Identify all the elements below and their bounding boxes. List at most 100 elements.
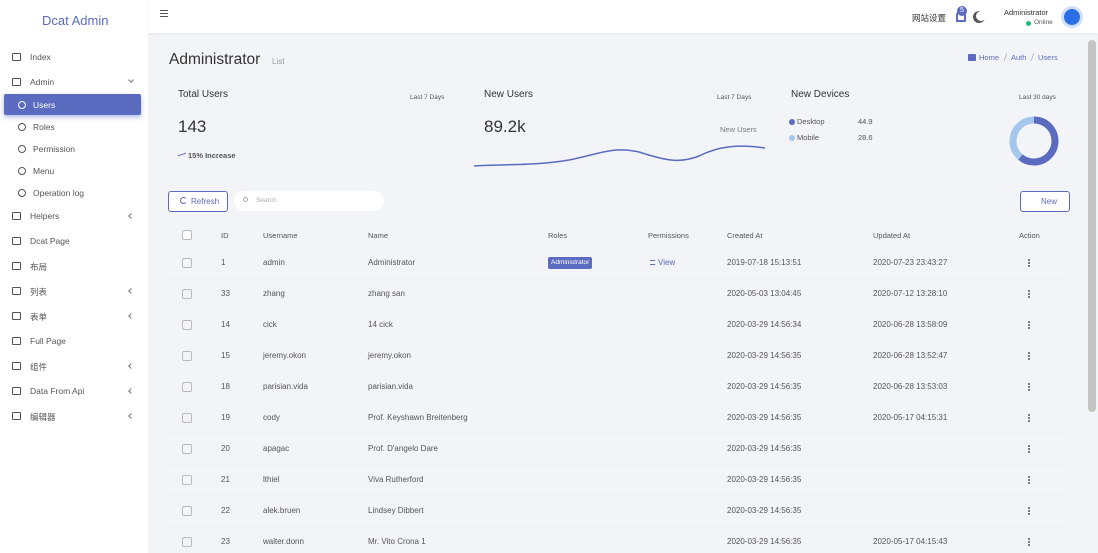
- row-checkbox[interactable]: [182, 351, 192, 361]
- dot: [1028, 355, 1030, 357]
- dot: [1028, 265, 1030, 267]
- search-box[interactable]: [234, 191, 384, 211]
- menu-icon: [12, 312, 21, 320]
- column-header: Username: [263, 231, 298, 240]
- dot: [1028, 507, 1030, 509]
- page-title: Administrator: [169, 51, 261, 68]
- action-menu[interactable]: [1028, 476, 1030, 484]
- card-filter[interactable]: Last 30 days: [1014, 90, 1061, 106]
- cell: alek.bruen: [263, 506, 301, 515]
- cell: 33: [221, 289, 230, 298]
- status-dot: [1026, 21, 1031, 26]
- breadcrumb[interactable]: Home: [979, 53, 1000, 62]
- dot: [1028, 479, 1030, 481]
- menu-icon: [12, 337, 21, 345]
- moon[interactable]: [976, 11, 986, 21]
- menu-item[interactable]: Full Page: [30, 336, 66, 346]
- breadcrumb-sep: [1003, 53, 1008, 61]
- action-menu[interactable]: [1028, 321, 1030, 329]
- menu-item[interactable]: Index: [30, 52, 51, 62]
- cell: apagac: [263, 444, 290, 453]
- menu-toggle[interactable]: [160, 10, 168, 17]
- header-checkbox[interactable]: [182, 230, 192, 240]
- row-checkbox[interactable]: [182, 475, 192, 485]
- row-checkbox[interactable]: [182, 289, 192, 299]
- column-header[interactable]: ID: [221, 231, 229, 240]
- dot: [1028, 352, 1030, 354]
- card-filter[interactable]: Last 7 Days: [405, 90, 450, 106]
- dot: [1028, 321, 1030, 323]
- cell: 19: [221, 413, 230, 422]
- breadcrumb[interactable]: Auth: [1011, 53, 1027, 62]
- menu-item[interactable]: Data From Api: [30, 386, 85, 396]
- settings-link[interactable]: 网站设置: [912, 13, 947, 23]
- menu-item[interactable]: Permission: [33, 144, 76, 154]
- menu-item[interactable]: Helpers: [30, 211, 60, 221]
- row-divider: [168, 371, 1065, 372]
- menu-icon: [12, 362, 21, 370]
- menu-icon: [12, 387, 21, 395]
- menu-item[interactable]: Dcat Page: [30, 236, 70, 246]
- scrollbar[interactable]: [1088, 40, 1096, 412]
- menu-item[interactable]: 编辑器: [30, 412, 56, 422]
- menu-item[interactable]: Menu: [33, 166, 55, 176]
- action-menu[interactable]: [1028, 259, 1030, 267]
- menu-item[interactable]: Roles: [33, 122, 55, 132]
- legend-dot: [789, 119, 795, 125]
- badge: 5: [957, 6, 967, 16]
- action-menu[interactable]: [1028, 352, 1030, 360]
- column-header[interactable]: Updated At: [873, 231, 911, 240]
- breadcrumb[interactable]: Users: [1038, 53, 1058, 62]
- row-divider: [168, 309, 1065, 310]
- menu-icon: [12, 287, 21, 295]
- row-checkbox[interactable]: [182, 444, 192, 454]
- cell: zhang: [263, 289, 285, 298]
- row-checkbox[interactable]: [182, 382, 192, 392]
- menu-item[interactable]: 表单: [30, 312, 48, 322]
- search-icon: [243, 197, 248, 202]
- menu-item[interactable]: Operation log: [33, 188, 85, 198]
- dot: [1028, 414, 1030, 416]
- row-checkbox[interactable]: [182, 320, 192, 330]
- card-title: Total Users: [178, 89, 229, 100]
- user-name[interactable]: Administrator: [1004, 8, 1049, 17]
- menu-item[interactable]: 布局: [30, 262, 48, 272]
- cell: 23: [221, 537, 230, 546]
- card-filter[interactable]: Last 7 Days: [712, 90, 757, 106]
- menu-icon: [12, 78, 21, 86]
- new-button[interactable]: New: [1020, 191, 1070, 212]
- menu-item[interactable]: 组件: [30, 362, 48, 372]
- action-menu[interactable]: [1028, 383, 1030, 391]
- legend-label: Mobile: [797, 133, 820, 142]
- legend-value: 44.9: [858, 117, 873, 126]
- menu-item[interactable]: Users: [33, 100, 56, 110]
- dot: [1028, 538, 1030, 540]
- dot: [1028, 324, 1030, 326]
- menu-item[interactable]: 列表: [30, 287, 48, 297]
- action-menu[interactable]: [1028, 290, 1030, 298]
- action-menu[interactable]: [1028, 445, 1030, 453]
- cell: 2020-06-28 13:52:47: [873, 351, 948, 360]
- action-menu[interactable]: [1028, 538, 1030, 546]
- action-menu[interactable]: [1028, 507, 1030, 515]
- legend-label: Desktop: [797, 117, 825, 126]
- cell: 2020-06-28 13:58:09: [873, 320, 948, 329]
- row-checkbox[interactable]: [182, 506, 192, 516]
- dot: [1028, 358, 1030, 360]
- row-checkbox[interactable]: [182, 537, 192, 547]
- row-checkbox[interactable]: [182, 258, 192, 268]
- menu-item[interactable]: Admin: [30, 77, 55, 87]
- dot: [1028, 420, 1030, 422]
- row-checkbox[interactable]: [182, 413, 192, 423]
- home-icon: [968, 54, 976, 61]
- avatar[interactable]: [1061, 6, 1083, 28]
- cell: 18: [221, 382, 230, 391]
- permission-link[interactable]: View: [658, 258, 676, 267]
- action-menu[interactable]: [1028, 414, 1030, 422]
- breadcrumb-sep: [1030, 53, 1035, 61]
- cell: 14 cick: [368, 320, 393, 329]
- cell: Mr. Vito Crona 1: [368, 537, 426, 546]
- refresh-button[interactable]: Refresh: [168, 191, 228, 212]
- dot: [1028, 293, 1030, 295]
- row-divider: [168, 402, 1065, 403]
